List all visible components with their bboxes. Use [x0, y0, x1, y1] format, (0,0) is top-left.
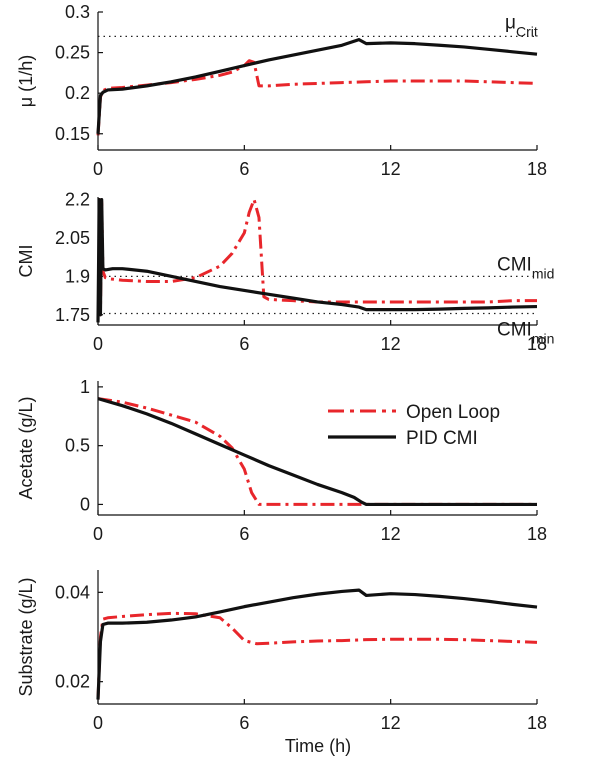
x-axis-label: Time (h)	[285, 736, 351, 756]
y-tick-label: 0.5	[65, 436, 90, 456]
series-open-loop-line	[97, 397, 537, 506]
panel-1: μCrit 0 6 12 18 0.15 0.2 0.25 0.3 μ (1/h)	[16, 2, 547, 179]
y-tick-label: 0.2	[65, 83, 90, 103]
panel-3: 0 6 12 18 0 0.5 1 Acetate (g/L)	[16, 377, 547, 544]
y-axis-label: μ (1/h)	[16, 55, 36, 107]
series-pid-cmi-line	[96, 588, 538, 700]
x-tick-label: 18	[527, 524, 547, 544]
series-open-loop-line	[96, 59, 538, 136]
y-tick-label: 2.05	[55, 228, 90, 248]
y-tick-label: 0.25	[55, 43, 90, 63]
x-tick-label: 6	[239, 334, 249, 354]
x-tick-label: 0	[93, 524, 103, 544]
x-tick-label: 12	[381, 159, 401, 179]
y-tick-label: 0	[80, 494, 90, 514]
y-axis-label: CMI	[16, 245, 36, 278]
panel-4: 0 6 12 18 0.02 0.04 Substrate (g/L)	[16, 570, 547, 733]
series-pid-cmi-line	[96, 37, 538, 134]
legend-pid-cmi-label: PID CMI	[406, 428, 478, 449]
series-open-loop-line	[97, 198, 537, 317]
x-tick-label: 12	[381, 524, 401, 544]
x-tick-label: 18	[527, 159, 547, 179]
x-tick-label: 18	[527, 334, 547, 354]
series-pid-cmi-line	[97, 397, 537, 507]
y-axis-label: Acetate (g/L)	[16, 396, 36, 499]
reference-label-crit: μCrit	[505, 12, 538, 39]
y-tick-label: 1	[80, 377, 90, 397]
reference-label-mid: CMImid	[497, 254, 554, 281]
y-tick-label: 1.75	[55, 305, 90, 325]
x-tick-label: 12	[381, 334, 401, 354]
x-tick-label: 12	[381, 713, 401, 733]
x-tick-label: 6	[239, 713, 249, 733]
y-tick-label: 2.2	[65, 190, 90, 210]
series-pid-cmi-line	[96, 197, 538, 323]
x-tick-label: 6	[239, 524, 249, 544]
legend-open-loop-label: Open Loop	[406, 402, 500, 423]
y-axis-label: Substrate (g/L)	[16, 577, 36, 696]
x-tick-label: 18	[527, 713, 547, 733]
y-tick-label: 0.02	[55, 672, 90, 692]
x-tick-label: 0	[93, 713, 103, 733]
y-tick-label: 1.9	[65, 266, 90, 286]
y-tick-label: 0.04	[55, 582, 90, 602]
x-tick-label: 0	[93, 334, 103, 354]
x-tick-label: 0	[93, 159, 103, 179]
y-tick-label: 0.15	[55, 124, 90, 144]
legend: Open Loop PID CMI	[328, 402, 500, 449]
y-tick-label: 0.3	[65, 2, 90, 22]
x-tick-label: 6	[239, 159, 249, 179]
panels: μCrit 0 6 12 18 0.15 0.2 0.25 0.3 μ (1/h) CMImid CM…	[16, 2, 554, 733]
series-open-loop-line	[96, 611, 538, 700]
